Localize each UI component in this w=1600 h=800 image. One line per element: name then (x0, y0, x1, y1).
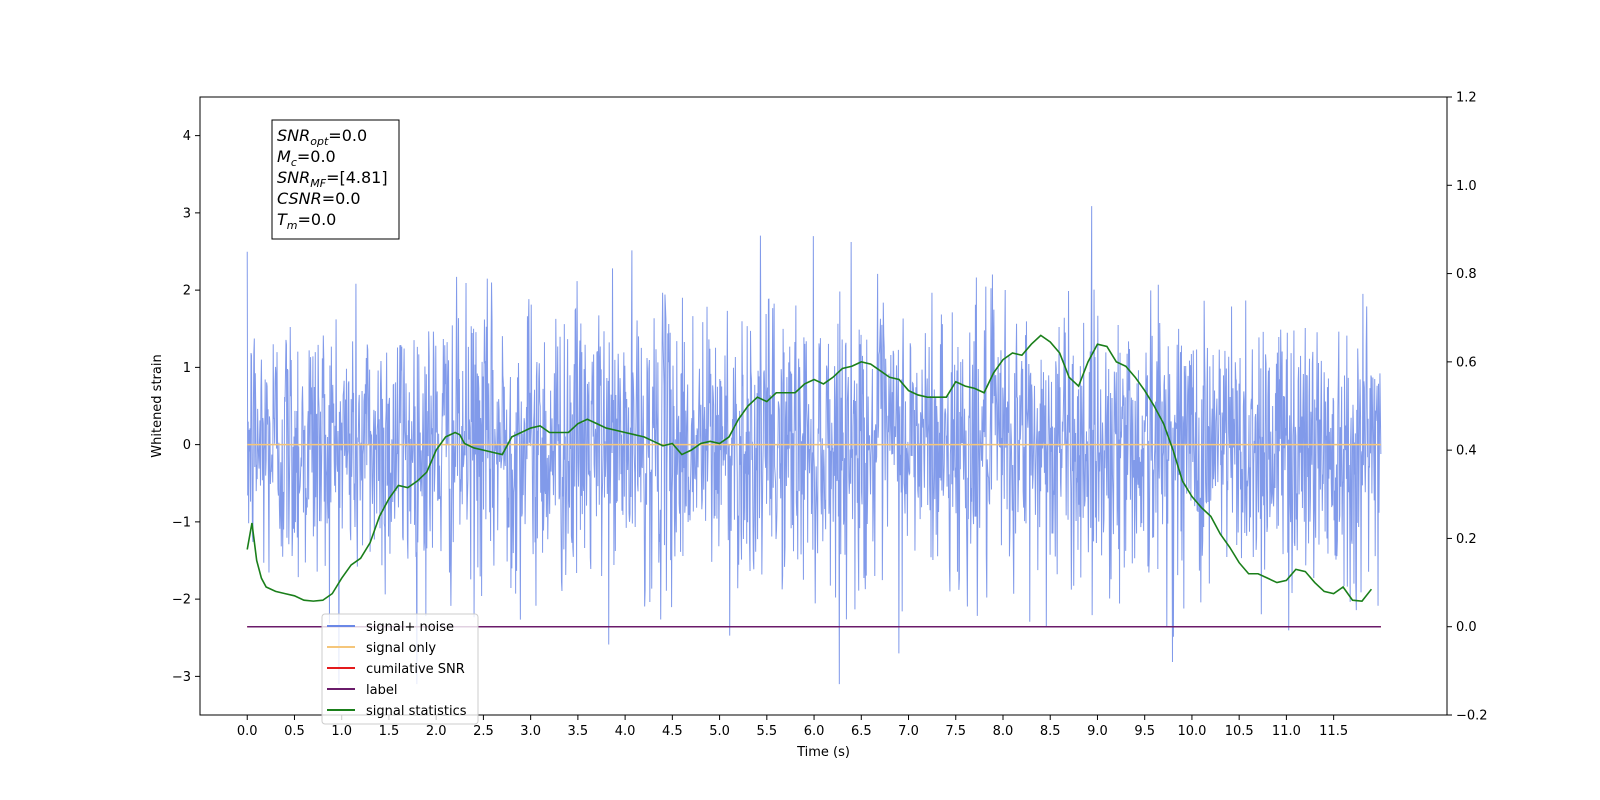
y-tick-label: 4 (183, 129, 191, 144)
series-line-signal-statistics (246, 334, 1373, 602)
y2-tick-label: 1.0 (1456, 179, 1477, 194)
x-tick-label: 5.0 (709, 724, 730, 739)
y-axis-right: −0.2 0.0 0.2 0.4 0.6 0.8 1.0 1.2 (1447, 91, 1488, 724)
y-tick-label: −2 (172, 593, 191, 608)
legend: signal+ noise signal only cumilative SNR la… (321, 613, 479, 725)
y-axis-label: Whitened strain (150, 354, 165, 457)
x-tick-label: 10.0 (1177, 724, 1206, 739)
x-tick-label: 9.5 (1134, 724, 1155, 739)
x-tick-label: 9.0 (1087, 724, 1108, 739)
y-tick-label: 0 (183, 438, 191, 453)
x-tick-label: 8.5 (1040, 724, 1061, 739)
info-sub: m (287, 219, 298, 232)
y2-tick-label: 0.4 (1456, 444, 1477, 459)
x-tick-label: 11.0 (1272, 724, 1301, 739)
x-tick-label: 3.5 (568, 724, 589, 739)
info-base: T (277, 210, 288, 229)
x-tick-label: 11.5 (1319, 724, 1348, 739)
y2-tick-label: 0.0 (1456, 620, 1477, 635)
info-base: CSNR (277, 189, 322, 208)
y-tick-label: −3 (172, 670, 191, 685)
info-line: SNRopt=0.0 (277, 126, 367, 148)
legend-frame (321, 613, 479, 725)
info-value: =0.0 (297, 147, 336, 166)
info-line: Tm=0.0 (277, 210, 336, 232)
y-axis-left: −3 −2 −1 0 1 2 3 4 (172, 129, 200, 685)
legend-label: signal only (366, 641, 436, 656)
info-base: M (277, 147, 291, 166)
x-tick-label: 4.5 (662, 724, 683, 739)
info-value: =0.0 (322, 189, 361, 208)
y-tick-label: 2 (183, 284, 191, 299)
x-tick-label: 6.5 (851, 724, 872, 739)
x-tick-label: 0.5 (284, 724, 305, 739)
x-tick-label: 4.0 (615, 724, 636, 739)
info-box-frame (271, 119, 400, 240)
series-line-signal-plus-noise (246, 206, 1382, 685)
legend-label: label (366, 683, 397, 698)
y2-tick-label: 0.6 (1456, 355, 1477, 370)
x-axis: 0.0 0.5 1.0 1.5 2.0 2.5 3.0 3.5 4.0 4.5 5.0 5.5 6.0 6… (237, 715, 1348, 739)
x-tick-label: 0.0 (237, 724, 258, 739)
info-base: SNR (277, 126, 310, 145)
y-tick-label: 1 (183, 361, 191, 376)
legend-label: signal statistics (366, 704, 467, 719)
y-tick-label: 3 (183, 206, 191, 221)
x-tick-label: 8.0 (993, 724, 1014, 739)
x-tick-label: 5.5 (756, 724, 777, 739)
x-tick-label: 10.5 (1225, 724, 1254, 739)
info-sub: c (291, 156, 297, 169)
info-line: SNRMF=[4.81] (277, 168, 388, 190)
y2-tick-label: 0.8 (1456, 267, 1477, 282)
legend-label: cumilative SNR (366, 662, 465, 677)
info-sub: opt (310, 135, 329, 148)
x-tick-label: 6.0 (804, 724, 825, 739)
x-axis-label: Time (s) (796, 745, 850, 760)
info-base: SNR (277, 168, 310, 187)
plot-frame (199, 96, 1448, 716)
x-tick-label: 3.0 (520, 724, 541, 739)
info-sub: MF (310, 177, 326, 190)
x-tick-label: 2.0 (426, 724, 447, 739)
x-tick-label: 2.5 (473, 724, 494, 739)
legend-label: signal+ noise (366, 620, 454, 635)
annotation-info-box: SNRopt=0.0Mc=0.0SNRMF=[4.81]CSNR=0.0Tm=0… (271, 119, 400, 240)
info-value: =[4.81] (326, 168, 388, 187)
series-signal-plus-noise (246, 206, 1382, 685)
y2-tick-label: 1.2 (1456, 91, 1477, 106)
info-line: CSNR=0.0 (277, 189, 361, 208)
y2-tick-label: −0.2 (1456, 709, 1488, 724)
info-line: Mc=0.0 (277, 147, 336, 169)
x-tick-label: 1.0 (331, 724, 352, 739)
info-value: =0.0 (298, 210, 337, 229)
x-tick-label: 7.0 (898, 724, 919, 739)
y2-tick-label: 0.2 (1456, 532, 1477, 547)
y-tick-label: −1 (172, 515, 191, 530)
x-tick-label: 1.5 (379, 724, 400, 739)
x-tick-label: 7.5 (945, 724, 966, 739)
info-value: =0.0 (328, 126, 367, 145)
